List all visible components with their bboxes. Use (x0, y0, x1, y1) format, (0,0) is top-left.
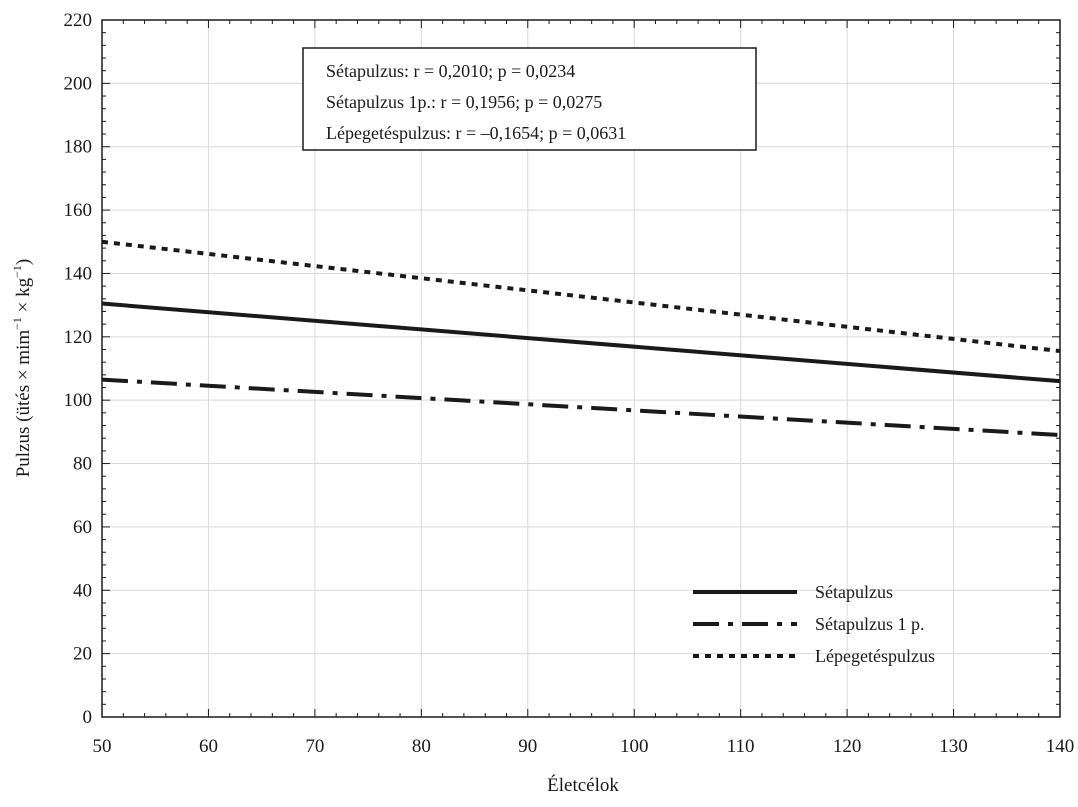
y-tick-label: 100 (64, 390, 93, 411)
y-tick-label: 180 (64, 137, 93, 158)
series-line-setapulzus-1-p (101, 377, 1061, 438)
x-tick-label: 100 (620, 736, 649, 757)
legend-label-lepegetespulzus: Lépegetéspulzus (815, 646, 935, 666)
x-tick-label: 70 (305, 736, 324, 757)
y-tick-label: 140 (64, 263, 93, 284)
y-tick-label: 220 (64, 10, 93, 31)
statistics-box-frame (302, 47, 757, 151)
x-tick-label: 50 (93, 736, 112, 757)
y-axis-title-part: × kg (13, 277, 34, 317)
y-tick-label: 0 (83, 707, 93, 728)
statistics-box: Sétapulzus: r = 0,2010; p = 0,0234 Sétap… (302, 47, 757, 151)
plot-frame (101, 19, 1061, 718)
x-tick-label: 110 (727, 736, 755, 757)
x-tick-label: 140 (1046, 736, 1075, 757)
y-tick-label: 20 (73, 644, 92, 665)
y-tick-label: 40 (73, 580, 92, 601)
x-tick-label: 120 (833, 736, 862, 757)
legend: Sétapulzus Sétapulzus 1 p. Lépegetéspulzus (693, 582, 935, 666)
y-tick-label: 80 (73, 454, 92, 475)
x-tick-label: 60 (199, 736, 218, 757)
stat-line-setapulzus: Sétapulzus: r = 0,2010; p = 0,0234 (326, 61, 575, 81)
y-tick-label: 60 (73, 517, 92, 538)
x-axis-title: Életcélok (547, 774, 619, 796)
series-line-lepegetespulzus (101, 239, 1061, 354)
x-tick-label: 80 (412, 736, 431, 757)
y-axis-title: Pulzus (ütés × mim−1 × kg−1) (10, 259, 34, 478)
y-axis-title-part: Pulzus (ütés × mim (13, 330, 34, 478)
legend-label-setapulzus: Sétapulzus (815, 582, 893, 602)
x-tick-label: 90 (518, 736, 537, 757)
series-line-setapulzus (101, 301, 1061, 384)
y-axis-title-part: ) (13, 259, 34, 265)
legend-label-setapulzus-1-p: Sétapulzus 1 p. (815, 614, 925, 634)
x-tick-label: 130 (939, 736, 968, 757)
series-layer (101, 239, 1061, 438)
y-tick-label: 200 (64, 73, 93, 94)
y-axis-title-superscript: −1 (10, 317, 24, 330)
stat-line-lepegetespulzus: Lépegetéspulzus: r = –0,1654; p = 0,0631 (326, 123, 626, 143)
y-axis-title-superscript: −1 (10, 265, 24, 278)
y-tick-label: 120 (64, 327, 93, 348)
stat-line-setapulzus-1p: Sétapulzus 1p.: r = 0,1956; p = 0,0275 (326, 92, 602, 112)
axis-layer: 50 60 70 80 90 100 110 120 130 140 0 20 40 60 80 100 120… (64, 10, 1075, 757)
y-tick-label: 160 (64, 200, 93, 221)
